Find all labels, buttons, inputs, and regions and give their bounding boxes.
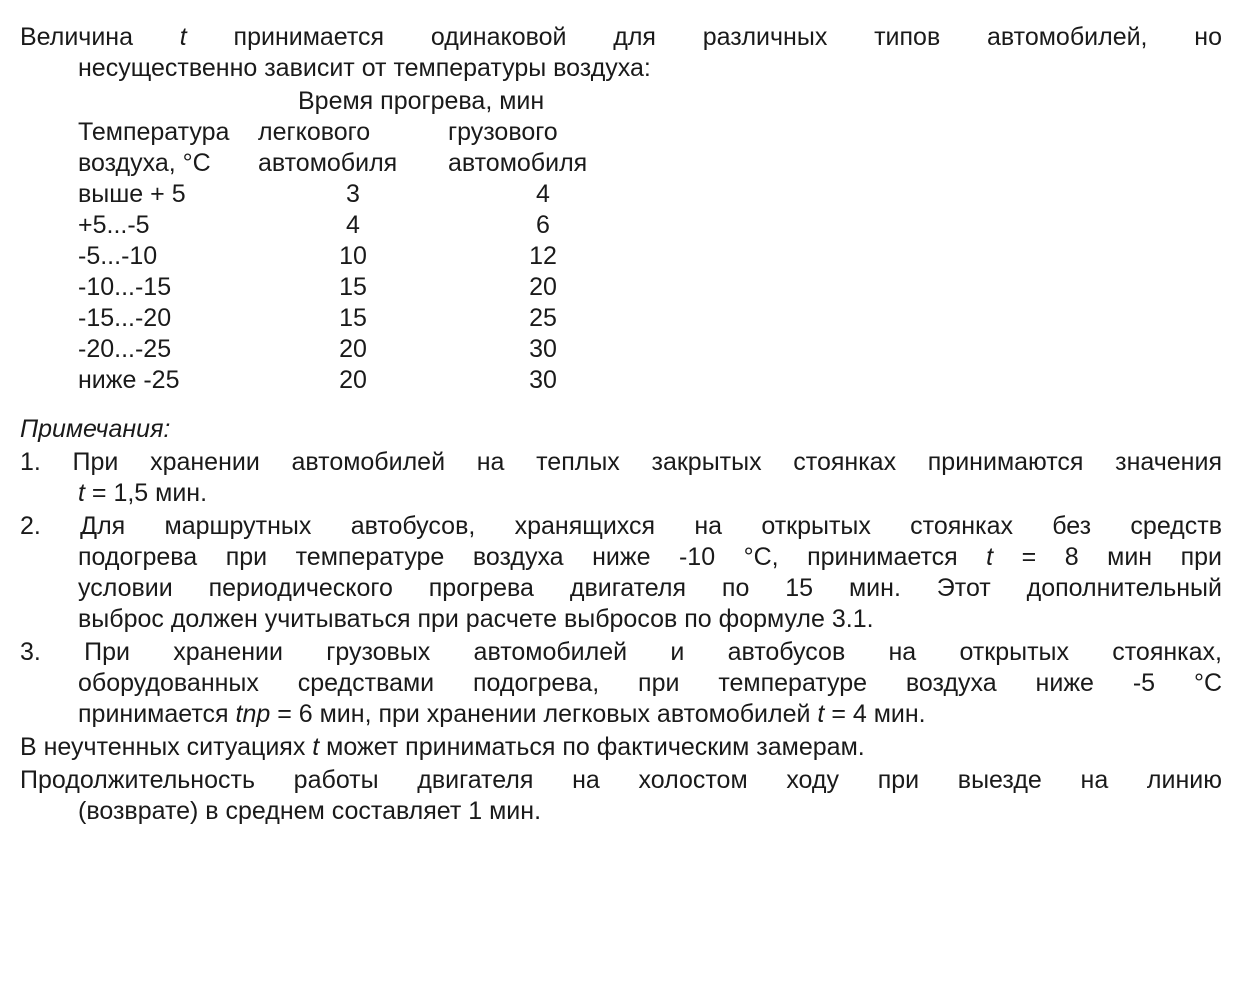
note-text: подогрева при температуре воздуха ниже -…	[78, 543, 986, 571]
note-text: При хранении автомобилей на теплых закры…	[73, 448, 1222, 476]
note-text: = 4 мин.	[824, 700, 925, 728]
variable-t: t	[78, 479, 85, 507]
table-row: выше + 534	[78, 179, 1222, 210]
truck-cell: 30	[448, 334, 638, 365]
note-text: оборудованных средствами подогрева, при …	[78, 669, 1222, 697]
table-row: +5...-546	[78, 210, 1222, 241]
temp-cell: -10...-15	[78, 272, 258, 303]
body-text: Продолжительность работы двигателя на хо…	[20, 766, 1222, 794]
light-cell: 20	[258, 334, 448, 365]
table-row: -5...-101012	[78, 241, 1222, 272]
col2-header: легкового	[258, 117, 448, 148]
intro-text-line2: несущественно зависит от температуры воз…	[78, 54, 651, 82]
col1-header: воздуха, °C	[78, 148, 258, 179]
temp-cell: +5...-5	[78, 210, 258, 241]
col3-header: грузового	[448, 117, 638, 148]
light-cell: 4	[258, 210, 448, 241]
temp-cell: выше + 5	[78, 179, 258, 210]
note-text: = 1,5 мин.	[85, 479, 207, 507]
body-text: В неучтенных ситуациях	[20, 733, 312, 761]
note-text: = 6 мин, при хранении легковых автомобил…	[270, 700, 817, 728]
note-text: принимается	[78, 700, 236, 728]
col3-header: автомобиля	[448, 148, 638, 179]
temp-cell: -20...-25	[78, 334, 258, 365]
body-text: (возврате) в среднем составляет 1 мин.	[78, 797, 541, 825]
table-row: -15...-201525	[78, 303, 1222, 334]
unaccounted-paragraph: В неучтенных ситуациях t может принимать…	[20, 732, 1222, 763]
light-cell: 3	[258, 179, 448, 210]
intro-text: принимается одинаковой для различных тип…	[187, 23, 1222, 51]
table-row: -10...-151520	[78, 272, 1222, 303]
note-number: 1.	[20, 448, 41, 476]
note-2: 2. Для маршрутных автобусов, хранящихся …	[20, 511, 1222, 635]
variable-t: t	[180, 23, 187, 51]
truck-cell: 20	[448, 272, 638, 303]
warmup-table: Время прогрева, мин Температура воздуха,…	[78, 86, 1222, 396]
note-text: = 8 мин при	[993, 543, 1222, 571]
note-text: выброс должен учитываться при расчете вы…	[78, 605, 874, 633]
note-text: Для маршрутных автобусов, хранящихся на …	[80, 512, 1222, 540]
temp-cell: -15...-20	[78, 303, 258, 334]
note-text: условии периодического прогрева двигател…	[78, 574, 1222, 602]
col2-header: автомобиля	[258, 148, 448, 179]
note-text: При хранении грузовых автомобилей и авто…	[84, 638, 1222, 666]
body-text: может приниматься по фактическим замерам…	[319, 733, 864, 761]
note-1: 1. При хранении автомобилей на теплых за…	[20, 447, 1222, 509]
truck-cell: 4	[448, 179, 638, 210]
table-row: ниже -252030	[78, 365, 1222, 396]
table-title: Время прогрева, мин	[258, 86, 678, 117]
light-cell: 10	[258, 241, 448, 272]
truck-cell: 25	[448, 303, 638, 334]
duration-paragraph: Продолжительность работы двигателя на хо…	[20, 765, 1222, 827]
light-cell: 15	[258, 303, 448, 334]
note-number: 3.	[20, 638, 41, 666]
temp-cell: -5...-10	[78, 241, 258, 272]
truck-cell: 30	[448, 365, 638, 396]
table-row: -20...-252030	[78, 334, 1222, 365]
col1-header: Температура	[78, 117, 258, 148]
variable-tnp: tnp	[236, 700, 271, 728]
notes-heading: Примечания:	[20, 414, 1222, 445]
note-3: 3. При хранении грузовых автомобилей и а…	[20, 637, 1222, 730]
truck-cell: 12	[448, 241, 638, 272]
truck-cell: 6	[448, 210, 638, 241]
intro-text: Величина	[20, 23, 180, 51]
intro-paragraph: Величина t принимается одинаковой для ра…	[20, 22, 1222, 84]
table-header-row: Температура воздуха, °C легкового автомо…	[78, 117, 1222, 179]
temp-cell: ниже -25	[78, 365, 258, 396]
note-number: 2.	[20, 512, 41, 540]
light-cell: 15	[258, 272, 448, 303]
light-cell: 20	[258, 365, 448, 396]
